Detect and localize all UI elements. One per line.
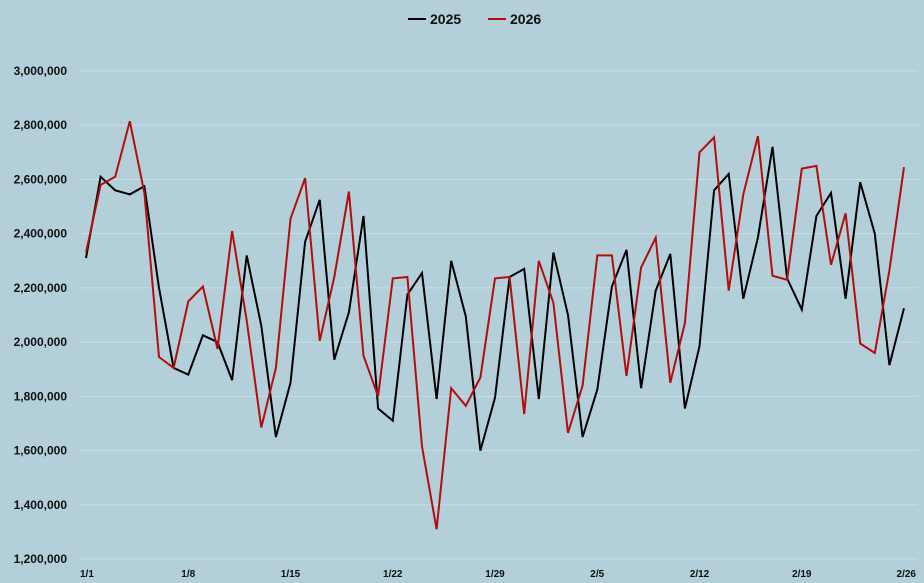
y-tick-label: 3,000,000 (14, 64, 68, 78)
y-tick-label: 1,200,000 (14, 552, 68, 566)
series-line-2025 (85, 146, 905, 451)
legend-label-2025: 2025 (430, 11, 461, 27)
x-tick-label: 1/8 (181, 569, 195, 580)
x-tick-label: 1/29 (485, 569, 505, 580)
x-tick-label: 2/26 (897, 569, 917, 580)
x-tick-label: 2/5 (590, 569, 604, 580)
y-tick-label: 2,000,000 (14, 335, 68, 349)
x-tick-label: 1/15 (281, 569, 301, 580)
x-tick-label: 2/12 (690, 569, 710, 580)
x-tick-label: 1/22 (383, 569, 403, 580)
grid-lines (80, 70, 918, 560)
y-tick-label: 2,200,000 (14, 281, 68, 295)
x-tick-label: 1/1 (80, 569, 94, 580)
y-tick-label: 2,800,000 (14, 118, 68, 132)
y-tick-label: 1,800,000 (14, 389, 68, 403)
y-axis-tick-labels: 1,200,000 1,400,000 1,600,000 1,800,000 2,00… (14, 64, 68, 566)
x-tick-label: 2/19 (792, 569, 812, 580)
legend-label-2026: 2026 (510, 11, 541, 27)
legend: 2025 2026 (408, 11, 541, 27)
series-lines (85, 120, 905, 530)
x-axis-tick-labels: 1/1 1/8 1/15 1/22 1/29 2/5 2/12 2/19 2/26 (80, 569, 916, 580)
y-tick-label: 2,400,000 (14, 227, 68, 241)
y-tick-label: 2,600,000 (14, 172, 68, 186)
y-tick-label: 1,600,000 (14, 444, 68, 458)
y-tick-label: 1,400,000 (14, 498, 68, 512)
series-line-2026 (85, 120, 905, 530)
